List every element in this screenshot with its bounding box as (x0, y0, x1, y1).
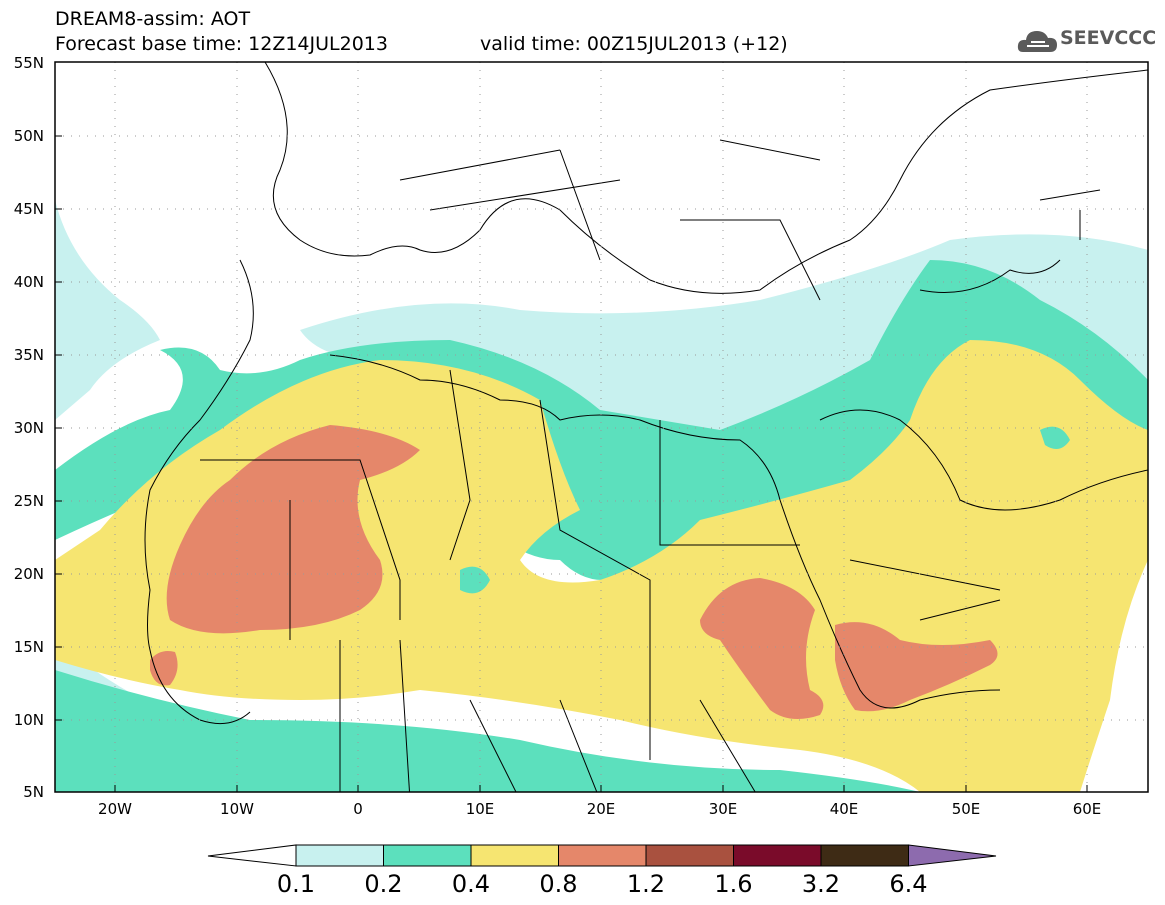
logo-text: SEEVCCC (1060, 27, 1157, 49)
cloud-icon (1017, 31, 1057, 52)
lon-label: 0 (353, 800, 363, 818)
lon-label: 30E (708, 800, 738, 818)
colorbar-swatch (558, 844, 647, 867)
lon-label: 20W (98, 800, 132, 818)
colorbar-label: 6.4 (889, 870, 928, 898)
lat-label: 25N (13, 492, 44, 510)
lon-label: 50E (951, 800, 981, 818)
map-title: DREAM8-assim: AOT (55, 8, 251, 30)
lat-label: 50N (13, 127, 44, 145)
lat-label: 45N (13, 200, 44, 218)
colorbar-label: 0.2 (364, 870, 403, 898)
colorbar-min-arrow (207, 844, 297, 867)
lon-label: 20E (586, 800, 616, 818)
forecast-base-time: Forecast base time: 12Z14JUL2013 (55, 33, 388, 55)
colorbar-label: 1.6 (714, 870, 753, 898)
colorbar-label: 0.4 (451, 870, 491, 898)
lat-label: 5N (23, 783, 44, 801)
lat-label: 30N (13, 419, 44, 437)
colorbar-swatch (733, 844, 822, 867)
colorbar-swatch (295, 844, 384, 867)
lat-label: 35N (13, 346, 44, 364)
lon-label: 60E (1072, 800, 1102, 818)
colorbar-label: 0.1 (276, 870, 316, 898)
colorbar-swatch (645, 844, 734, 867)
lat-label: 55N (13, 54, 44, 72)
colorbar-swatch (820, 844, 909, 867)
colorbar-label: 0.8 (539, 870, 578, 898)
lat-label: 10N (13, 711, 44, 729)
aot-region-0.1 (55, 200, 1148, 792)
colorbar-label: 3.2 (801, 870, 841, 898)
lat-label: 40N (13, 273, 44, 291)
colorbar-label: 1.2 (626, 870, 666, 898)
valid-time: valid time: 00Z15JUL2013 (+12) (480, 33, 788, 55)
colorbar-max-arrow (908, 844, 997, 867)
lon-label: 10E (465, 800, 495, 818)
lat-label: 20N (13, 565, 44, 583)
aot-region-0.8 (150, 425, 998, 719)
lat-label: 15N (13, 638, 44, 656)
colorbar-swatch (383, 844, 472, 867)
colorbar-swatch (470, 844, 559, 867)
lon-label: 40E (829, 800, 859, 818)
lon-label: 10W (220, 800, 254, 818)
